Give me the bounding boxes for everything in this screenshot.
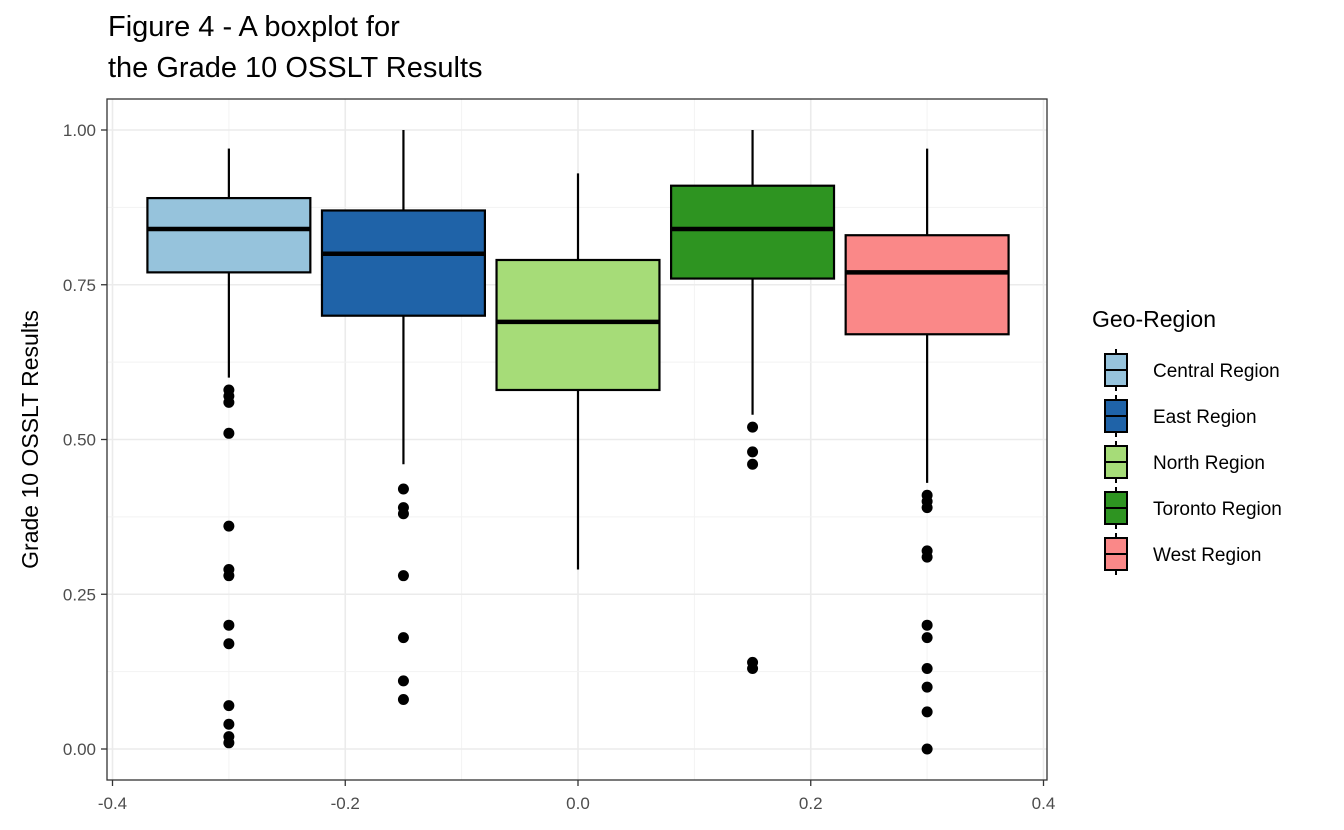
legend-label: North Region xyxy=(1153,453,1265,474)
outlier-point xyxy=(921,663,933,675)
outlier-point xyxy=(921,706,933,718)
legend-item-toronto-region: Toronto Region xyxy=(1104,487,1282,529)
outlier-point xyxy=(921,619,933,631)
y-tick-label: 0.25 xyxy=(63,585,96,604)
outlier-point xyxy=(223,619,235,631)
y-axis-title: Grade 10 OSSLT Results xyxy=(17,310,43,569)
outlier-point xyxy=(397,570,409,582)
outlier-point xyxy=(921,743,933,755)
legend-label: East Region xyxy=(1153,407,1257,428)
box-west-region xyxy=(844,148,1010,755)
box-iqr xyxy=(320,209,487,317)
box-iqr xyxy=(669,184,836,280)
y-tick-label: 0.75 xyxy=(63,276,96,295)
x-tick-label: 0.0 xyxy=(566,794,590,813)
boxes xyxy=(146,130,1010,755)
box-toronto-region xyxy=(669,130,836,675)
outlier-point xyxy=(223,718,235,730)
outlier-point xyxy=(921,632,933,644)
box-iqr xyxy=(495,258,661,392)
outlier-point xyxy=(921,502,933,514)
legend-label: West Region xyxy=(1153,545,1261,566)
outlier-point xyxy=(747,663,759,675)
chart-title-line-1: Figure 4 - A boxplot for xyxy=(108,11,400,43)
legend: Geo-Region Central Region East Region Nort… xyxy=(1092,306,1282,575)
chart-title-line-2: the Grade 10 OSSLT Results xyxy=(108,52,483,84)
box-north-region xyxy=(495,173,661,570)
box-iqr xyxy=(844,234,1010,336)
outlier-point xyxy=(223,737,235,749)
legend-item-north-region: North Region xyxy=(1104,441,1265,483)
legend-title: Geo-Region xyxy=(1092,306,1216,332)
outlier-point xyxy=(397,508,409,520)
box-central-region xyxy=(146,148,312,749)
outlier-point xyxy=(397,675,409,687)
legend-label: Toronto Region xyxy=(1153,499,1282,520)
box-iqr xyxy=(146,196,312,274)
outlier-point xyxy=(397,693,409,705)
y-tick-label: 0.50 xyxy=(63,431,96,450)
outlier-point xyxy=(223,520,235,532)
outlier-point xyxy=(921,681,933,693)
legend-item-west-region: West Region xyxy=(1104,533,1261,575)
legend-item-central-region: Central Region xyxy=(1104,349,1280,391)
outlier-point xyxy=(223,700,235,712)
legend-item-east-region: East Region xyxy=(1104,395,1257,437)
outlier-point xyxy=(223,396,235,408)
box-east-region xyxy=(320,130,487,705)
x-tick-label: -0.4 xyxy=(98,794,127,813)
legend-label: Central Region xyxy=(1153,361,1280,382)
outlier-point xyxy=(397,632,409,644)
outlier-point xyxy=(747,446,759,458)
outlier-point xyxy=(223,638,235,650)
y-tick-label: 0.00 xyxy=(63,740,96,759)
axes: -0.4 -0.2 0.0 0.2 0.4 0.00 0.25 0.50 0.75 1.00 xyxy=(63,121,1055,813)
y-tick-label: 1.00 xyxy=(63,121,96,140)
outlier-point xyxy=(747,421,759,433)
x-tick-label: -0.2 xyxy=(331,794,360,813)
x-tick-label: 0.2 xyxy=(799,794,823,813)
x-tick-label: 0.4 xyxy=(1032,794,1056,813)
outlier-point xyxy=(223,427,235,439)
outlier-point xyxy=(223,570,235,582)
outlier-point xyxy=(397,483,409,495)
outlier-point xyxy=(747,458,759,470)
outlier-point xyxy=(921,551,933,563)
